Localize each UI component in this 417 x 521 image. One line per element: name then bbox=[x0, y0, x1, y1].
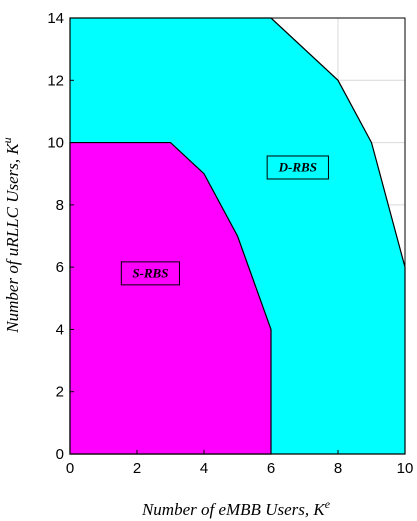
axis-ticks: 0 2 4 6 8 10 0 2 4 6 8 10 12 14 bbox=[47, 10, 413, 477]
region-label-box-s-rbs bbox=[120, 261, 180, 286]
x-tick-label-1: 2 bbox=[133, 460, 141, 477]
y-axis-title-base: Number of uRLLC Users, K bbox=[3, 142, 22, 334]
y-tick-label-2: 4 bbox=[56, 321, 64, 338]
x-tick-label-0: 0 bbox=[66, 460, 74, 477]
y-tick-label-3: 6 bbox=[56, 259, 64, 276]
y-tick-label-5: 10 bbox=[47, 135, 64, 152]
region-label-box-d-rbs bbox=[266, 155, 329, 180]
region-s-rbs bbox=[69, 141, 272, 455]
x-axis-title-sup: e bbox=[325, 497, 331, 511]
x-axis-title-base: Number of eMBB Users, K bbox=[141, 500, 326, 519]
regions bbox=[69, 17, 406, 455]
y-tick-label-0: 0 bbox=[56, 446, 64, 463]
x-axis-title: Number of eMBB Users, Ke bbox=[141, 497, 331, 519]
y-axis-title: Number of uRLLC Users, Ku bbox=[0, 137, 22, 333]
region-label-text-d-rbs: D-RBS bbox=[278, 159, 317, 174]
y-tick-label-1: 2 bbox=[56, 384, 64, 401]
region-label-d-rbs: D-RBS bbox=[266, 155, 329, 180]
x-tick-label-4: 8 bbox=[334, 460, 342, 477]
x-tick-label-2: 4 bbox=[200, 460, 208, 477]
region-label-s-rbs: S-RBS bbox=[120, 261, 180, 286]
y-tick-label-6: 12 bbox=[47, 72, 64, 89]
x-tick-label-3: 6 bbox=[267, 460, 275, 477]
y-tick-label-4: 8 bbox=[56, 197, 64, 214]
region-label-text-s-rbs: S-RBS bbox=[132, 265, 168, 280]
y-tick-label-7: 14 bbox=[47, 10, 64, 27]
x-tick-label-5: 10 bbox=[397, 460, 414, 477]
plot-frame bbox=[69, 17, 406, 455]
y-axis-title-sup: u bbox=[0, 137, 14, 143]
region-labels: D-RBS S-RBS bbox=[120, 155, 329, 286]
